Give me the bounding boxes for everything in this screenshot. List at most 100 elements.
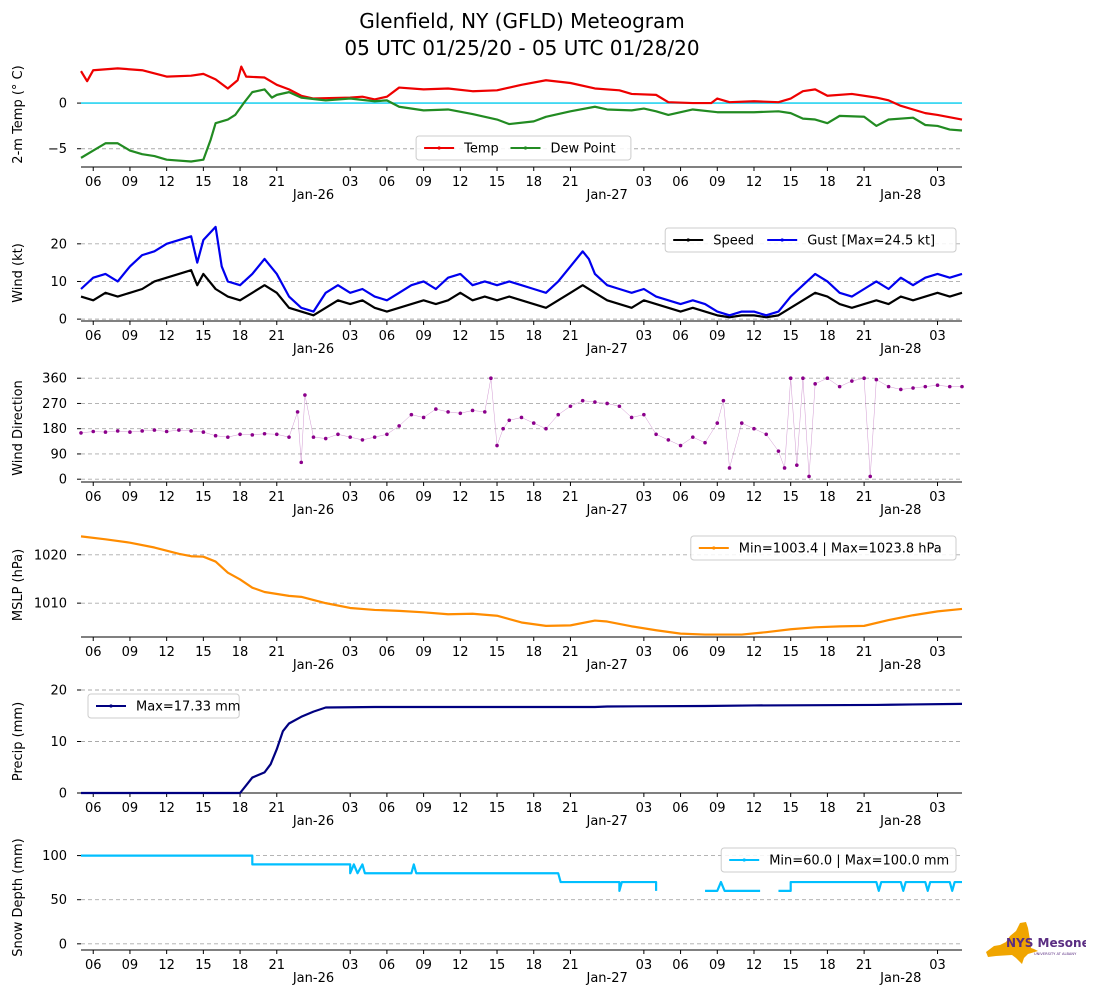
x-tick-label: 15 — [195, 329, 212, 344]
data-point — [947, 384, 952, 389]
x-tick-label: 15 — [195, 175, 212, 190]
y-tick-label: −5 — [48, 142, 67, 157]
x-tick-label: 21 — [856, 490, 873, 505]
legend: Speed Gust [Max=24.5 kt] — [664, 227, 957, 253]
y-tick-label: 0 — [59, 937, 67, 952]
series-line-direction — [80, 377, 962, 477]
nys-mesonet-logo: NYS Mesonet UNIVERSITY AT ALBANY — [986, 922, 1086, 964]
data-point — [752, 426, 756, 431]
x-tick-label: 18 — [819, 490, 836, 505]
x-tick-label: 21 — [562, 958, 579, 973]
data-point — [911, 386, 915, 390]
x-tick-label: 06 — [672, 329, 689, 344]
x-tick-label: 15 — [782, 490, 799, 505]
x-date-label: Jan-26 — [292, 188, 334, 203]
legend: Temp Dew Point — [415, 135, 632, 161]
data-point — [323, 436, 328, 441]
x-tick-label: 03 — [342, 801, 359, 816]
data-point — [568, 404, 573, 409]
data-point — [782, 466, 787, 470]
x-tick-label: 09 — [122, 645, 139, 660]
y-tick-label: 360 — [42, 372, 67, 387]
x-date-label: Jan-26 — [292, 503, 334, 518]
series-line-gust-max-24-5-kt- — [80, 225, 963, 317]
panel-mslp: 1010 1020 06 09 12 15 18 21 03 06 09 12 15 18 21 03 06 09… — [11, 535, 963, 673]
x-tick-label: 21 — [562, 490, 579, 505]
x-tick-label: 12 — [158, 329, 175, 344]
series-line-min-60-0-max-100-0-mm — [81, 854, 658, 892]
data-point — [495, 443, 499, 448]
x-tick-label: 12 — [158, 958, 175, 973]
data-point — [103, 430, 108, 434]
legend: Min=60.0 | Max=100.0 mm — [720, 847, 957, 873]
x-tick-label: 09 — [709, 490, 726, 505]
data-point — [213, 433, 218, 438]
x-tick-label: 06 — [672, 958, 689, 973]
y-tick-label: 1020 — [34, 548, 67, 563]
legend-marker — [712, 546, 716, 550]
x-tick-label: 18 — [819, 175, 836, 190]
y-tick-label: 0 — [59, 97, 67, 112]
data-point — [739, 421, 744, 425]
x-tick-label: 18 — [232, 329, 249, 344]
data-point — [470, 408, 475, 413]
data-point — [703, 440, 707, 445]
data-point — [795, 463, 799, 467]
x-tick-label: 09 — [122, 329, 139, 344]
x-tick-label: 18 — [819, 801, 836, 816]
x-tick-label: 12 — [452, 329, 469, 344]
data-point — [421, 415, 426, 420]
x-tick-label: 03 — [342, 490, 359, 505]
x-date-label: Jan-27 — [586, 658, 628, 673]
x-tick-label: 06 — [379, 490, 396, 505]
x-tick-label: 09 — [709, 801, 726, 816]
x-tick-label: 06 — [85, 329, 102, 344]
x-tick-label: 15 — [195, 490, 212, 505]
series-line-dew-point — [80, 88, 963, 163]
data-point — [489, 376, 493, 381]
data-point — [691, 435, 695, 439]
x-tick-label: 18 — [525, 175, 542, 190]
y-axis-label: Wind Direction — [11, 380, 26, 476]
x-tick-label: 18 — [232, 801, 249, 816]
x-date-label: Jan-26 — [292, 814, 334, 829]
data-point — [788, 376, 793, 381]
x-tick-label: 03 — [929, 645, 946, 660]
x-tick-label: 03 — [636, 490, 653, 505]
data-point — [303, 393, 307, 397]
series-line-speed — [80, 269, 963, 319]
data-point — [605, 401, 609, 406]
data-point — [409, 412, 414, 417]
y-tick-label: 90 — [50, 447, 67, 462]
x-date-label: Jan-28 — [879, 971, 921, 986]
y-tick-label: 100 — [42, 849, 67, 864]
data-point — [617, 404, 622, 409]
y-tick-label: 10 — [50, 735, 67, 750]
data-point — [177, 428, 181, 432]
x-tick-label: 18 — [819, 645, 836, 660]
data-point — [348, 435, 352, 439]
x-tick-label: 12 — [746, 329, 763, 344]
x-tick-label: 21 — [269, 175, 286, 190]
legend: Min=1003.4 | Max=1023.8 hPa — [690, 535, 957, 561]
data-point — [91, 429, 96, 434]
x-tick-label: 18 — [232, 175, 249, 190]
x-tick-label: 03 — [342, 175, 359, 190]
x-date-label: Jan-26 — [292, 971, 334, 986]
legend-label: Min=1003.4 | Max=1023.8 hPa — [739, 542, 942, 557]
x-tick-label: 09 — [415, 329, 432, 344]
x-tick-label: 12 — [746, 801, 763, 816]
x-tick-label: 18 — [232, 958, 249, 973]
chart-title-line1: Glenfield, NY (GFLD) Meteogram — [359, 9, 685, 33]
data-point — [115, 429, 120, 433]
panel-wind: 0 10 20 06 09 12 15 18 21 03 06 09 12 15 18 21 03 06 09 12 1… — [11, 225, 963, 357]
x-tick-label: 03 — [929, 175, 946, 190]
x-tick-label: 15 — [489, 490, 506, 505]
data-point — [262, 431, 267, 436]
y-tick-label: 180 — [42, 422, 67, 437]
x-date-label: Jan-27 — [586, 814, 628, 829]
x-tick-label: 15 — [782, 329, 799, 344]
y-tick-label: 270 — [42, 397, 67, 412]
x-tick-label: 12 — [158, 801, 175, 816]
